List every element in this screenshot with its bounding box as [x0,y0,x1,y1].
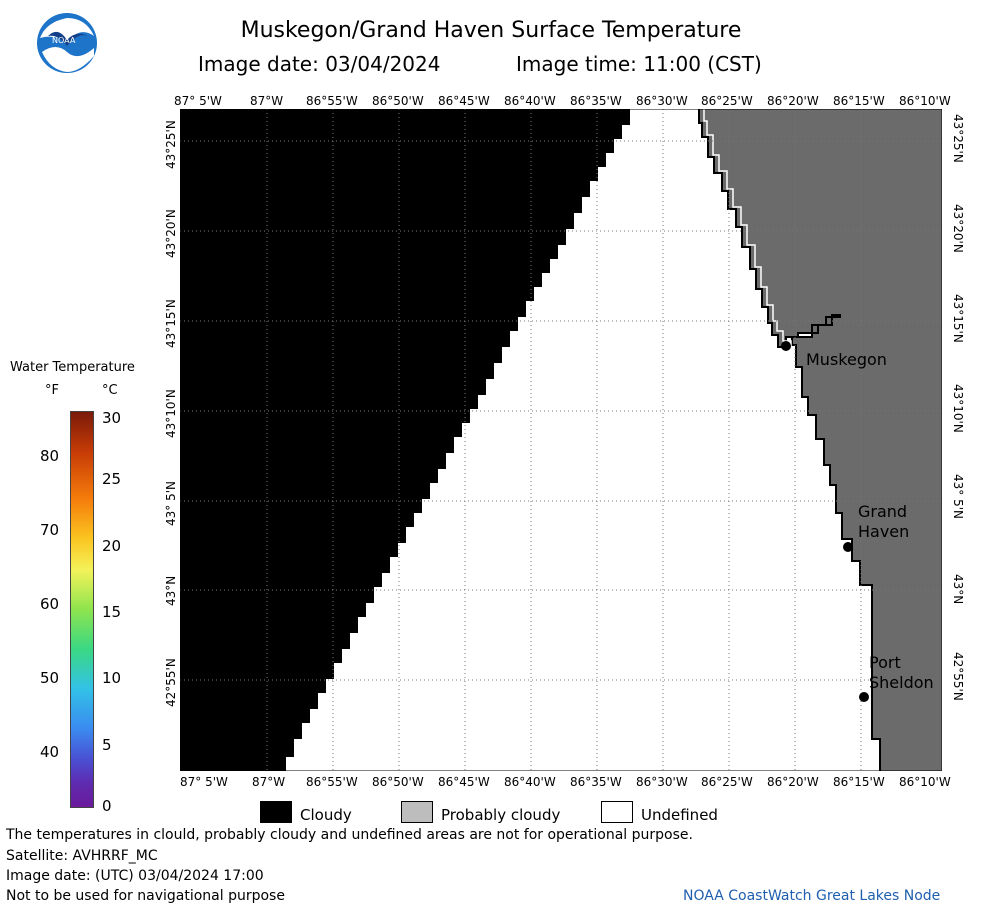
scale-c-label: 10 [102,669,122,687]
scale-c-label: 25 [102,470,122,488]
city-label-muskegon: Muskegon [806,350,887,369]
lon-label-bottom: 86°20'W [767,775,819,789]
lon-label-top: 86°55'W [306,94,358,108]
map-grid [180,109,942,771]
lon-label-top: 86°35'W [570,94,622,108]
scale-f-label: 80 [40,447,60,465]
lon-label-top: 86°25'W [701,94,753,108]
lon-label-bottom: 87° 5'W [180,775,228,789]
legend-label-undefined: Undefined [641,806,718,824]
legend-label-cloudy: Cloudy [300,806,352,824]
disclaimer-note: The temperatures in clould, probably clo… [6,827,693,843]
lat-label-left: 43° 5'N [164,481,178,526]
lon-label-top: 86°10'W [899,94,951,108]
lat-label-left: 42°55'N [164,658,178,707]
lat-label-right: 43° 5'N [951,474,965,519]
scale-unit-f: °F [45,383,59,398]
scale-f-label: 50 [40,669,60,687]
scale-c-label: 5 [102,736,112,754]
lat-label-left: 43°10'N [164,389,178,438]
legend-label-probably-cloudy: Probably cloudy [441,806,561,824]
image-time-label: Image time: 11:00 (CST) [516,52,762,76]
noaa-logo: NOAA [36,12,98,74]
lon-label-top: 86°30'W [636,94,688,108]
footer-credit[interactable]: NOAA CoastWatch Great Lakes Node [683,888,941,904]
lon-label-bottom: 86°30'W [636,775,688,789]
legend-swatch-undefined [601,801,633,823]
navigation-note: Not to be used for navigational purpose [6,888,285,904]
legend-swatch-probably-cloudy [401,801,433,823]
noaa-logo-icon [37,13,97,73]
lon-label-bottom: 86°40'W [504,775,556,789]
coastline-highlight [703,109,792,350]
scale-c-label: 30 [102,409,122,427]
scale-unit-c: °C [102,383,118,398]
lat-label-right: 43°20'N [951,204,965,253]
scale-title: Water Temperature [10,360,135,375]
lon-label-bottom: 86°55'W [306,775,358,789]
lon-label-top: 87°W [250,94,284,108]
logo-text: NOAA [52,36,76,45]
lat-label-right: 43°N [951,574,965,605]
scale-c-label: 15 [102,603,122,621]
satellite-note: Satellite: AVHRRF_MC [6,848,158,864]
land-area [699,109,942,771]
lon-label-bottom: 86°45'W [438,775,490,789]
scale-c-label: 0 [102,797,112,815]
lat-label-right: 43°15'N [951,294,965,343]
page-title: Muskegon/Grand Haven Surface Temperature [240,18,742,43]
sst-map[interactable] [180,109,942,771]
utc-date-note: Image date: (UTC) 03/04/2024 17:00 [6,868,264,884]
lat-label-left: 43°N [164,575,178,606]
lat-label-left: 43°20'N [164,209,178,258]
temperature-colorbar [70,411,94,808]
lon-label-bottom: 86°35'W [570,775,622,789]
lon-label-bottom: 86°15'W [833,775,885,789]
lon-label-top: 86°50'W [372,94,424,108]
legend-swatch-cloudy [260,801,292,823]
lat-label-right: 43°25'N [951,114,965,163]
lon-label-top: 86°45'W [438,94,490,108]
scale-c-label: 20 [102,537,122,555]
scale-f-label: 40 [40,743,60,761]
grand-haven-marker [843,542,853,552]
lat-label-right: 42°55'N [951,652,965,701]
lon-label-bottom: 87°W [252,775,286,789]
lat-label-left: 43°15'N [164,299,178,348]
lon-label-top: 86°40'W [504,94,556,108]
lon-label-top: 87° 5'W [174,94,222,108]
lat-label-right: 43°10'N [951,384,965,433]
muskegon-marker [781,341,791,351]
lat-label-left: 43°25'N [164,120,178,169]
city-label-grand-haven: Grand Haven [858,502,910,541]
lon-label-bottom: 86°50'W [372,775,424,789]
lon-label-bottom: 86°10'W [899,775,951,789]
scale-f-label: 60 [40,595,60,613]
city-label-port-sheldon: Port Sheldon [869,653,934,692]
scale-f-label: 70 [40,521,60,539]
port-sheldon-marker [859,692,869,702]
image-date-label: Image date: 03/04/2024 [198,52,441,76]
cloudy-area [180,109,630,771]
lon-label-top: 86°20'W [767,94,819,108]
lon-label-top: 86°15'W [833,94,885,108]
lon-label-bottom: 86°25'W [701,775,753,789]
